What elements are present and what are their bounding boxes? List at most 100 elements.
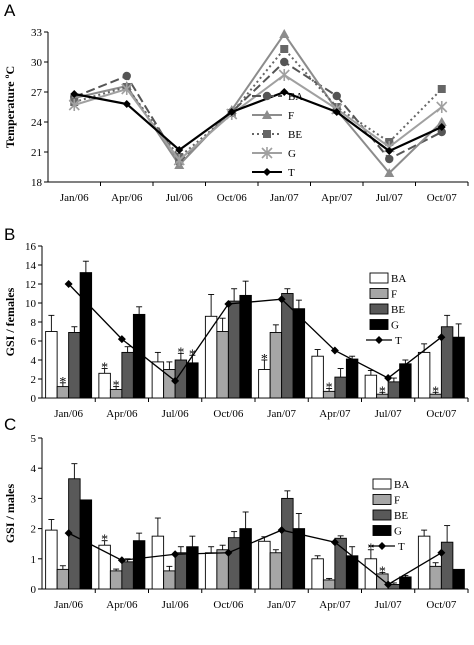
legend-label-ba: BA — [288, 91, 303, 103]
legend-swatch-be — [372, 509, 392, 521]
significance-star: * — [326, 381, 333, 396]
y-tick-label: 14 — [25, 260, 37, 272]
data-point-t — [224, 299, 233, 308]
data-point-be — [437, 85, 446, 93]
bar-ba — [258, 540, 271, 590]
significance-star: * — [367, 542, 374, 557]
bar-g — [345, 358, 359, 399]
significance-star: * — [177, 345, 184, 360]
legend-marker-ba — [262, 91, 272, 101]
bar-g — [399, 363, 412, 399]
x-tick-label: Jul/06 — [162, 408, 189, 420]
bar-ba — [311, 558, 324, 590]
legend-label-t: T — [398, 541, 405, 553]
x-tick-label: Apr/06 — [111, 192, 143, 204]
y-tick-label: 24 — [31, 117, 43, 129]
legend-label-g: G — [391, 320, 399, 332]
y-tick-label: 2 — [31, 524, 37, 536]
bar-be — [68, 332, 81, 399]
data-point-ba — [332, 91, 341, 101]
bar-g — [452, 568, 465, 590]
bar-ba — [364, 374, 378, 399]
bar-be — [334, 537, 347, 590]
x-tick-label: Oct/07 — [426, 599, 456, 611]
significance-star: * — [432, 384, 439, 399]
bar-f — [216, 549, 229, 590]
x-tick-label: Jul/06 — [162, 599, 189, 611]
legend-swatch-be — [369, 303, 389, 315]
bar-f — [109, 570, 123, 590]
series-line-ba — [73, 60, 443, 164]
series-line-t — [68, 529, 442, 586]
significance-star: * — [59, 375, 66, 390]
data-point-g — [68, 99, 80, 111]
data-point-f — [436, 117, 447, 126]
data-point-g — [121, 83, 133, 95]
bar-ba — [258, 369, 271, 399]
data-point-f — [384, 168, 395, 177]
y-tick-label: 27 — [31, 87, 43, 99]
legend-label-f: F — [394, 495, 400, 507]
data-point-t — [227, 108, 236, 116]
legend-label-f: F — [288, 110, 294, 122]
x-tick-label: Jul/06 — [166, 192, 193, 204]
data-point-t — [64, 280, 73, 288]
legend-marker-t — [263, 168, 271, 176]
significance-star: * — [379, 384, 386, 399]
legend-swatch-g — [369, 319, 389, 330]
x-tick-label: Jul/07 — [376, 192, 403, 204]
data-point-t — [330, 346, 339, 355]
bar-ba — [417, 351, 431, 399]
bar-f — [163, 570, 176, 590]
data-point-ba — [385, 154, 394, 164]
legend-label-f: F — [391, 289, 397, 301]
x-tick-label: Apr/06 — [106, 599, 138, 611]
legend-label-be: BE — [391, 304, 405, 316]
bar-f — [429, 565, 442, 590]
data-point-ba — [437, 127, 446, 137]
bar-g — [186, 362, 199, 399]
data-point-t — [175, 146, 184, 154]
data-point-t — [437, 333, 446, 342]
significance-star: * — [189, 347, 196, 362]
bar-f — [269, 332, 283, 399]
y-axis-label: Temperature ºC — [3, 66, 17, 148]
x-tick-label: Oct/07 — [426, 408, 456, 420]
bar-be — [440, 541, 454, 590]
data-point-t — [70, 90, 79, 98]
y-tick-label: 6 — [31, 336, 37, 348]
legend-label-ba: BA — [394, 479, 409, 491]
x-tick-label: Oct/06 — [213, 599, 243, 611]
y-axis-label: GSI / females — [3, 287, 17, 356]
bar-f — [56, 568, 70, 590]
bar-ba — [45, 529, 58, 590]
data-point-g — [278, 69, 290, 81]
data-point-t — [332, 108, 341, 116]
panel-letter-A: A — [4, 1, 16, 20]
significance-star: * — [101, 533, 108, 548]
legend-marker-t — [378, 542, 386, 550]
bar-g — [452, 336, 465, 399]
x-tick-label: Jan/06 — [54, 408, 83, 420]
panel-letter-C: C — [4, 415, 16, 434]
series-line-g — [73, 73, 443, 162]
y-tick-label: 21 — [31, 147, 42, 159]
legend-label-g: G — [288, 148, 296, 160]
data-point-t — [224, 548, 233, 557]
y-tick-label: 4 — [31, 463, 37, 475]
x-tick-label: Apr/06 — [106, 408, 138, 420]
x-tick-label: Jan/06 — [60, 192, 89, 204]
y-tick-label: 0 — [31, 584, 37, 596]
data-point-t — [437, 123, 446, 131]
legend-label-ba: BA — [391, 273, 406, 285]
bar-ba — [311, 355, 324, 399]
bar-g — [239, 528, 252, 590]
bar-g — [79, 272, 93, 399]
bar-be — [281, 497, 294, 590]
legend-swatch-f — [369, 288, 389, 299]
panel-b-gsi-females-chart: 0 2 4 6 8 10 12 14 16 Jan/06 Apr/06 Jul/06 Oct/06 Jan… — [3, 241, 469, 420]
series-line-t — [74, 90, 443, 153]
x-tick-label: Jan/07 — [270, 192, 299, 204]
y-axis-label: GSI / males — [3, 484, 17, 544]
